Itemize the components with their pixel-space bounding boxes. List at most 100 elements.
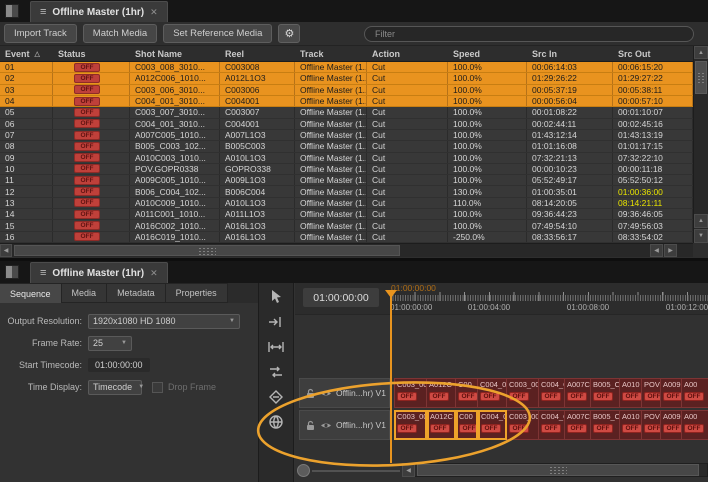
panel-corner-icon-bottom[interactable]	[0, 261, 24, 283]
timeline-clip[interactable]: A010 OFF	[620, 410, 642, 440]
tab-offline-master-bottom[interactable]: ≡ Offline Master (1hr) ✕	[30, 262, 168, 283]
zoom-slider-knob[interactable]	[297, 464, 310, 477]
playhead-line[interactable]	[390, 290, 392, 463]
column-header[interactable]: Src In	[532, 48, 558, 59]
eye-icon[interactable]	[320, 421, 332, 430]
sub-tab-sequence[interactable]: Sequence	[0, 283, 62, 303]
timeline-clip[interactable]: POV OFF	[642, 410, 661, 440]
timeline-clip[interactable]: C004_0 OFF	[478, 378, 507, 408]
lock-icon[interactable]	[305, 388, 316, 399]
column-header[interactable]: Reel	[225, 48, 245, 59]
timeline-clip[interactable]: C003_00 OFF	[394, 410, 427, 440]
import-track-button[interactable]: Import Track	[4, 24, 77, 43]
scroll-right-button[interactable]: ▶	[664, 244, 677, 257]
timeline-clip[interactable]: A010 OFF	[620, 378, 642, 408]
time-display-select[interactable]: Timecode ▼	[88, 379, 144, 395]
scroll-left-button-2[interactable]: ◀	[650, 244, 663, 257]
timeline-clip[interactable]: B005_C OFF	[591, 410, 620, 440]
sort-ascending-icon[interactable]: △	[34, 50, 40, 58]
sub-tab-metadata[interactable]: Metadata	[107, 283, 166, 303]
timeline-ruler[interactable]: 01:00:00:00 01:00:00:00 01:00:00:00 01:00…	[295, 283, 708, 315]
timeline-clip[interactable]: C003_00 OFF	[507, 378, 539, 408]
scroll-down-button[interactable]: ▼	[694, 229, 708, 243]
vertical-scroll-thumb[interactable]	[695, 61, 707, 94]
extend-edit-tool-icon[interactable]	[262, 311, 290, 332]
table-row[interactable]: 15 OFF A016C002_1010... A016L1O3 Offline…	[0, 220, 693, 232]
table-row[interactable]: 03 OFF C003_006_3010... C003006 Offline …	[0, 84, 693, 96]
panel-corner-icon[interactable]	[0, 0, 24, 22]
column-header[interactable]: Status	[58, 48, 86, 59]
playhead-marker[interactable]	[385, 290, 397, 298]
table-row[interactable]: 06 OFF C004_001_3010... C004001 Offline …	[0, 118, 693, 130]
horizontal-scroll-thumb[interactable]	[14, 245, 400, 256]
table-row[interactable]: 01 OFF C003_008_3010... C003008 Offline …	[0, 62, 693, 74]
output-resolution-select[interactable]: 1920x1080 HD 1080 ▼	[88, 313, 240, 329]
hamburger-menu-icon[interactable]: ≡	[40, 5, 47, 18]
timeline-clip[interactable]: A009 OFF	[661, 378, 682, 408]
zoom-slider-track[interactable]	[312, 470, 400, 472]
close-icon[interactable]: ✕	[150, 6, 158, 17]
table-header[interactable]: Event △ Status Shot Name Reel Track Action Spee…	[0, 46, 693, 62]
timeline-scroll-left-button[interactable]: ◀	[402, 463, 415, 477]
table-row[interactable]: 10 OFF POV.GOPR0338 GOPRO338 Offline Mas…	[0, 163, 693, 176]
table-row[interactable]: 07 OFF A007C005_1010... A007L1O3 Offline…	[0, 129, 693, 142]
table-row[interactable]: 11 OFF A009C005_1010... A009L1O3 Offline…	[0, 175, 693, 187]
timeline-clip[interactable]: A007C OFF	[565, 410, 591, 440]
tab-offline-master-top[interactable]: ≡ Offline Master (1hr) ✕	[30, 1, 168, 22]
match-media-button[interactable]: Match Media	[82, 24, 158, 43]
filter-input[interactable]	[364, 26, 694, 42]
column-header[interactable]: Speed	[453, 48, 481, 59]
track-header-v1b[interactable]: Offlin...hr) V1	[299, 410, 390, 440]
trim-tool-icon[interactable]	[262, 336, 290, 357]
sub-tab-media[interactable]: Media	[61, 283, 108, 303]
scroll-left-button[interactable]: ◀	[0, 244, 12, 257]
column-header[interactable]: Event △	[5, 48, 40, 59]
timeline-clip[interactable]: A009 OFF	[661, 410, 682, 440]
close-icon-bottom[interactable]: ✕	[150, 267, 158, 278]
set-reference-media-button[interactable]: Set Reference Media	[163, 24, 273, 43]
timeline-clip[interactable]: C00 OFF	[456, 410, 478, 440]
frame-rate-select[interactable]: 25 ▼	[88, 335, 132, 351]
table-horizontal-scrollbar[interactable]: ◀ ◀ ▶	[0, 243, 693, 257]
scroll-up-button[interactable]: ▲	[694, 46, 708, 59]
track-header-v1[interactable]: Offlin...hr) V1	[299, 378, 390, 408]
table-row[interactable]: 09 OFF A010C003_1010... A010L1O3 Offline…	[0, 152, 693, 164]
column-header[interactable]: Action	[372, 48, 400, 59]
sub-tab-properties[interactable]: Properties	[165, 283, 228, 303]
column-header[interactable]: Shot Name	[135, 48, 183, 59]
column-header[interactable]: Src Out	[618, 48, 651, 59]
timeline-clip[interactable]: POV OFF	[642, 378, 661, 408]
table-vertical-scrollbar[interactable]: ▲ ▲ ▼	[693, 46, 708, 243]
settings-button[interactable]: ⚙	[278, 24, 301, 43]
table-row[interactable]: 12 OFF B006_C004_102... B006C004 Offline…	[0, 186, 693, 198]
slip-slide-tool-icon[interactable]	[262, 361, 290, 382]
drop-frame-checkbox[interactable]	[152, 381, 163, 393]
table-row[interactable]: 04 OFF C004_001_3010... C004001 Offline …	[0, 95, 693, 108]
eye-icon[interactable]	[320, 389, 332, 398]
timeline-clip[interactable]: C00 OFF	[456, 378, 478, 408]
table-row[interactable]: 14 OFF A011C001_1010... A011L1O3 Offline…	[0, 209, 693, 221]
timeline-clip[interactable]: A012C OFF	[427, 410, 456, 440]
razor-tool-icon[interactable]	[262, 386, 290, 407]
timeline-clip[interactable]: C004_C OFF	[539, 410, 565, 440]
timeline-clip[interactable]: A007C OFF	[565, 378, 591, 408]
lock-icon[interactable]	[305, 420, 316, 431]
timeline-clip[interactable]: C004_0 OFF	[478, 410, 507, 440]
table-row[interactable]: 05 OFF C003_007_3010... C003007 Offline …	[0, 107, 693, 119]
timeline-clip[interactable]: C004_C OFF	[539, 378, 565, 408]
timeline-clip[interactable]: A00 OFF	[682, 410, 708, 440]
timeline-clip[interactable]: A00 OFF	[682, 378, 708, 408]
match-frame-tool-icon[interactable]	[262, 411, 290, 432]
selection-tool-icon[interactable]	[262, 286, 290, 307]
table-row[interactable]: 16 OFF A016C019_1010... A016L1O3 Offline…	[0, 231, 693, 243]
timeline-clip[interactable]: C003_00 OFF	[507, 410, 539, 440]
timeline-clip[interactable]: A012C OFF	[427, 378, 456, 408]
table-row[interactable]: 13 OFF A010C009_1010... A010L1O3 Offline…	[0, 197, 693, 210]
timeline-clip[interactable]: C003_00 OFF	[394, 378, 427, 408]
table-row[interactable]: 08 OFF B005_C003_102... B005C003 Offline…	[0, 141, 693, 153]
timeline-clip[interactable]: B005_C OFF	[591, 378, 620, 408]
scroll-up-button-bottom[interactable]: ▲	[694, 214, 708, 228]
table-row[interactable]: 02 OFF A012C006_1010... A012L1O3 Offline…	[0, 73, 693, 85]
timeline-scroll-thumb[interactable]	[417, 464, 699, 476]
column-header[interactable]: Track	[300, 48, 324, 59]
